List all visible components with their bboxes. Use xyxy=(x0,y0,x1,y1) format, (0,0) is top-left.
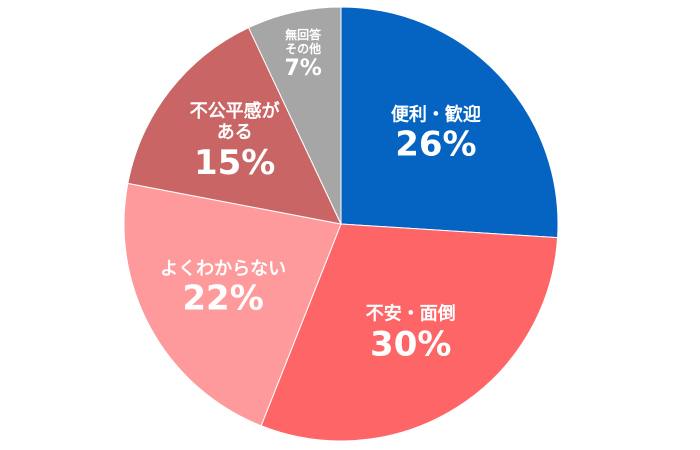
category-label: よくわからない xyxy=(160,258,287,280)
category-label: 無回答その他 xyxy=(285,27,322,56)
category-label: 不公平感がある xyxy=(189,100,280,143)
value-label: 7% xyxy=(284,56,322,82)
value-label: 30% xyxy=(370,324,452,365)
slice-label: よくわからない 22% xyxy=(151,258,295,319)
value-label: 15% xyxy=(193,142,276,183)
slice-label: 便利・歓迎 26% xyxy=(382,105,490,166)
value-label: 22% xyxy=(182,279,264,320)
pie-slice xyxy=(340,6,559,239)
pie-slice xyxy=(260,223,559,442)
pie-slice xyxy=(123,182,342,427)
category-label: 不安・面倒 xyxy=(365,303,456,325)
slice-label: 不安・面倒 30% xyxy=(357,304,465,365)
slice-label: 不公平感がある 15% xyxy=(188,100,282,182)
pie-slice xyxy=(127,26,342,225)
category-label: 便利・歓迎 xyxy=(390,104,481,126)
slice-label: 無回答その他 7% xyxy=(284,28,322,82)
value-label: 26% xyxy=(395,125,477,166)
pie-slice xyxy=(247,6,342,225)
